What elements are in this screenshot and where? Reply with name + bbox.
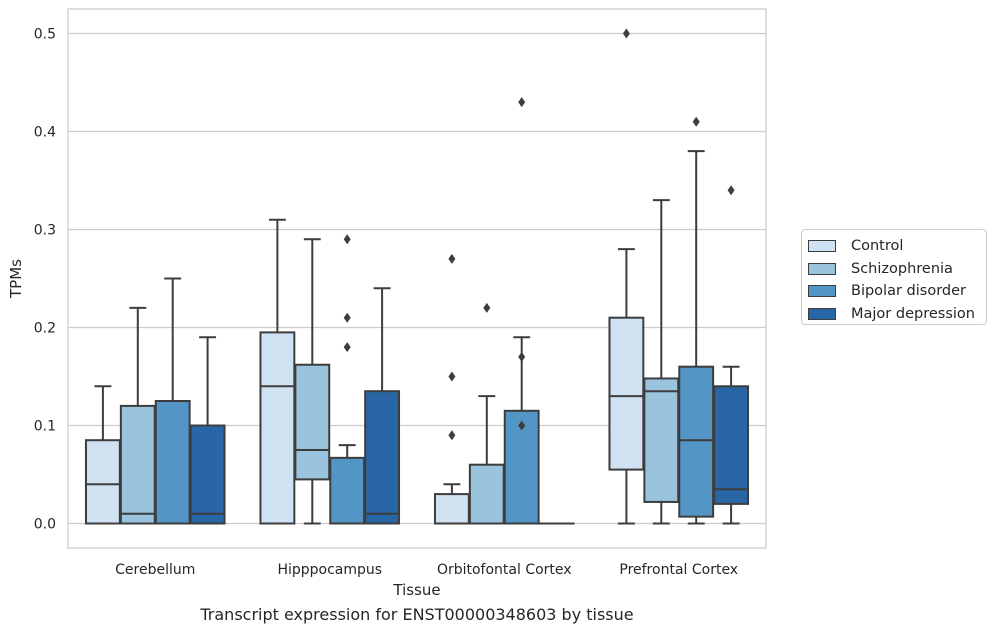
- box-bipolar-disorder: [503, 97, 540, 525]
- iqr-box: [713, 385, 750, 505]
- y-tick-label: 0.3: [34, 223, 56, 239]
- outlier-point: [448, 371, 456, 382]
- y-tick-label: 0.2: [34, 321, 56, 337]
- iqr-box: [154, 400, 191, 525]
- iqr-box: [433, 493, 470, 525]
- legend-swatch: [808, 307, 836, 320]
- y-tick-label: 0.5: [34, 27, 56, 43]
- legend-swatch: [808, 262, 836, 275]
- box-schizophrenia: [643, 199, 680, 525]
- outlier-point: [518, 351, 526, 362]
- x-tick-label: Cerebellum: [115, 562, 195, 578]
- outlier-point: [343, 234, 351, 245]
- box-bipolar-disorder: [678, 116, 715, 525]
- box-major-depression: [189, 336, 226, 525]
- iqr-box: [189, 424, 226, 525]
- y-axis-label: TPMs: [7, 259, 25, 299]
- outlier-point: [727, 185, 735, 196]
- x-axis-label: Tissue: [392, 581, 440, 599]
- iqr-box: [468, 463, 505, 525]
- legend-swatch: [808, 285, 836, 298]
- legend-item: Control: [808, 235, 986, 258]
- box-bipolar-disorder: [154, 277, 191, 525]
- outlier-point: [622, 28, 630, 39]
- boxes: [84, 28, 750, 525]
- box-control: [433, 253, 470, 525]
- legend-item: Bipolar disorder: [808, 280, 986, 303]
- y-tick-label: 0.4: [34, 125, 56, 141]
- legend-item: Schizophrenia: [808, 258, 986, 281]
- chart-caption: Transcript expression for ENST0000034860…: [200, 605, 634, 624]
- iqr-box: [259, 331, 296, 525]
- legend-label: Bipolar disorder: [851, 283, 966, 300]
- legend-label: Control: [851, 238, 904, 255]
- iqr-box: [84, 439, 121, 525]
- legend-label: Major depression: [851, 305, 975, 322]
- iqr-box: [294, 363, 331, 481]
- box-control: [84, 385, 121, 525]
- outlier-point: [448, 253, 456, 264]
- outlier-point: [448, 430, 456, 441]
- box-schizophrenia: [119, 306, 156, 525]
- box-bipolar-disorder: [329, 234, 366, 525]
- y-tick-label: 0.0: [34, 517, 56, 533]
- box-control: [608, 28, 645, 525]
- legend-label: Schizophrenia: [851, 260, 953, 277]
- outlier-point: [343, 312, 351, 323]
- box-schizophrenia: [468, 302, 505, 525]
- legend-swatch: [808, 240, 836, 253]
- x-tick-label: Prefrontal Cortex: [619, 562, 738, 578]
- box-major-depression: [364, 287, 401, 525]
- box-major-depression: [713, 185, 750, 525]
- outlier-point: [692, 116, 700, 127]
- x-tick-label: Orbitofontal Cortex: [437, 562, 572, 578]
- iqr-box: [678, 365, 715, 518]
- outlier-point: [518, 420, 526, 431]
- box-schizophrenia: [294, 238, 331, 525]
- box-control: [259, 218, 296, 525]
- x-axis-ticks: Cerebellum Hipppocampus Orbitofontal Corte…: [115, 562, 738, 578]
- iqr-box: [364, 390, 401, 525]
- legend-item: Major depression: [808, 303, 986, 326]
- iqr-box: [608, 316, 645, 471]
- plot-area-frame: [67, 8, 767, 549]
- y-axis-ticks: 0.0 0.1 0.2 0.3 0.4 0.5: [34, 27, 56, 533]
- y-tick-label: 0.1: [34, 419, 56, 435]
- iqr-box: [329, 456, 366, 525]
- iqr-box: [643, 377, 680, 503]
- legend: Control Schizophrenia Bipolar disorder Majo…: [801, 229, 987, 325]
- iqr-box: [119, 404, 156, 525]
- outlier-point: [518, 97, 526, 108]
- x-tick-label: Hipppocampus: [277, 562, 382, 578]
- outlier-point: [483, 302, 491, 313]
- outlier-point: [343, 342, 351, 353]
